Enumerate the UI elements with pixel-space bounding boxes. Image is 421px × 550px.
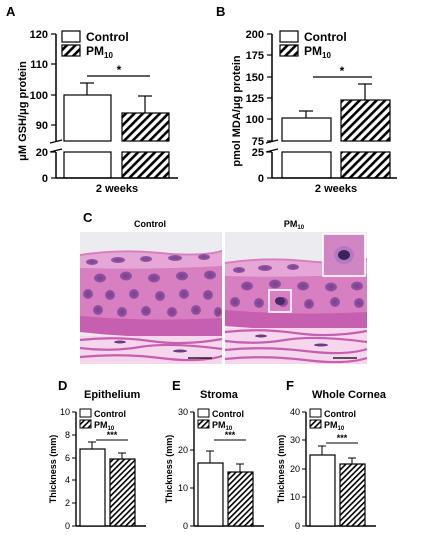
y-ticks-f [302,411,306,527]
legend-label-control-f: Control [324,409,356,419]
significance-marker-a: * [117,63,122,77]
y-tick-label-b: 75 [252,136,264,148]
chart-title-d: Epithelium [84,389,140,401]
x-category-label-b: 2 weeks [315,183,357,195]
x-category-label-a: 2 weeks [96,183,138,195]
panel-a-chart: A μM GSH/μg protein 120 110 100 90 20 0 … [6,4,178,195]
legend-label-pm10-a: PM10 [86,44,113,60]
y-tick-label-d: 6 [65,453,70,463]
y-tick-label-b: 200 [246,29,264,41]
legend-swatch-pm10-d [79,419,92,429]
y-tick-label-a: 120 [30,29,48,41]
legend-swatch-control-d [79,408,92,418]
micrograph-control [80,232,222,364]
panel-letter-d: D [58,378,67,393]
legend-swatch-pm10-e [197,419,210,429]
panel-letter-e: E [172,378,181,393]
panel-b-chart: B pmol MDA/μg protein 200 175 150 125 10… [216,4,397,195]
y-tick-label-e: 10 [178,483,188,493]
bar-pm10-a [121,112,170,142]
y-tick-label-f: 40 [290,407,300,417]
legend-swatch-control-e [197,408,210,418]
bar-control-d [79,448,106,527]
histology-label-control: Control [134,219,166,229]
y-tick-label-b: 100 [246,114,264,126]
legend-swatch-pm10-a [61,44,81,57]
significance-marker-f: *** [337,433,348,443]
y-axis-label-d: Thickness (mm) [48,435,58,504]
y-tick-label-a: 110 [30,59,48,71]
y-tick-label-f: 0 [295,521,300,531]
y-tick-label-f: 30 [290,435,300,445]
bar-control-a [63,94,112,142]
bar-pm10-a-lower [121,151,170,179]
y-tick-label-d: 2 [65,498,70,508]
bar-pm10-b-lower [340,151,391,179]
bar-pm10-e [227,471,254,527]
bar-control-f [309,454,336,527]
y-tick-label-d: 4 [65,475,70,485]
bar-control-b [281,117,332,142]
y-tick-label-d: 8 [65,430,70,440]
legend-label-control-a: Control [86,30,129,44]
panel-letter-a: A [6,4,16,19]
bar-control-b-lower [281,151,332,179]
y-tick-label-b: 0 [258,173,264,185]
y-tick-label-a: 90 [36,120,48,132]
legend-swatch-control-b [279,30,299,43]
legend-label-pm10-f: PM10 [324,420,345,432]
bar-control-a-lower [63,151,112,179]
y-tick-label-a: 20 [36,147,48,159]
axis-break-a [49,139,63,144]
legend-label-pm10-e: PM10 [212,420,233,432]
significance-marker-d: *** [107,430,118,440]
panel-c-histology: C Control PM10 [80,210,367,364]
panel-d-chart: D Epithelium Thickness (mm) 10 8 6 4 2 0… [48,378,146,531]
histology-label-pm10: PM10 [284,219,305,231]
y-tick-label-a: 100 [30,90,48,102]
chart-title-f: Whole Cornea [312,389,387,401]
bar-pm10-d [109,458,136,527]
y-tick-label-b: 25 [252,147,264,159]
bar-pm10-f [339,463,366,527]
panel-letter-c: C [83,210,93,225]
y-tick-label-d: 10 [60,407,70,417]
y-tick-label-a: 0 [42,173,48,185]
legend-swatch-control-a [61,30,81,43]
legend-label-control-b: Control [304,30,347,44]
y-axis-label-f: Thickness (mm) [276,435,286,504]
significance-marker-e: *** [225,430,236,440]
legend-label-control-d: Control [94,409,126,419]
y-tick-label-f: 20 [290,464,300,474]
legend-label-pm10-b: PM10 [304,44,331,60]
legend-label-control-e: Control [212,409,244,419]
y-ticks-e [190,411,194,527]
y-tick-label-f: 10 [290,492,300,502]
y-tick-label-b: 125 [246,93,264,105]
legend-swatch-pm10-b [279,44,299,57]
y-tick-label-e: 20 [178,445,188,455]
y-tick-label-e: 0 [183,521,188,531]
panel-e-chart: E Stroma Thickness (mm) 30 20 10 0 *** C… [164,378,264,531]
panel-letter-b: B [216,4,225,19]
y-axis-label-a: μM GSH/μg protein [17,61,29,161]
panel-letter-f: F [286,378,294,393]
bar-pm10-b [340,99,391,142]
y-ticks-d [72,411,76,527]
y-tick-label-d: 0 [65,521,70,531]
micrograph-pm10 [225,232,367,364]
significance-marker-b: * [340,64,345,78]
legend-swatch-control-f [309,408,322,418]
y-tick-label-b: 175 [246,50,264,62]
chart-title-e: Stroma [200,389,239,401]
y-tick-label-e: 30 [178,407,188,417]
legend-swatch-pm10-f [309,419,322,429]
y-tick-label-b: 150 [246,72,264,84]
bar-control-e [197,462,224,527]
y-axis-label-b: pmol MDA/μg protein [231,55,243,167]
y-axis-label-e: Thickness (mm) [164,435,174,504]
legend-label-pm10-d: PM10 [94,420,115,432]
panel-f-chart: F Whole Cornea Thickness (mm) 40 30 20 1… [276,378,387,531]
